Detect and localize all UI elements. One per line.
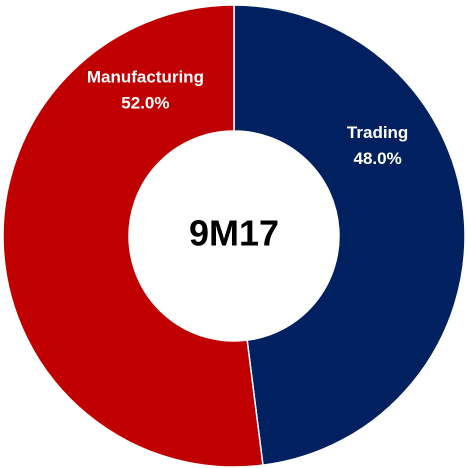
donut-slices xyxy=(2,4,466,468)
donut-slice-manufacturing xyxy=(2,4,264,468)
donut-slice-trading xyxy=(233,4,466,467)
slice-value-manufacturing: 52.0% xyxy=(121,93,169,112)
donut-center-label: 9M17 xyxy=(189,213,279,254)
slice-labels: Trading 48.0% Manufacturing 52.0% xyxy=(87,67,408,168)
slice-label-trading: Trading xyxy=(347,123,408,142)
slice-label-manufacturing: Manufacturing xyxy=(87,67,204,86)
slice-value-trading: 48.0% xyxy=(354,149,402,168)
